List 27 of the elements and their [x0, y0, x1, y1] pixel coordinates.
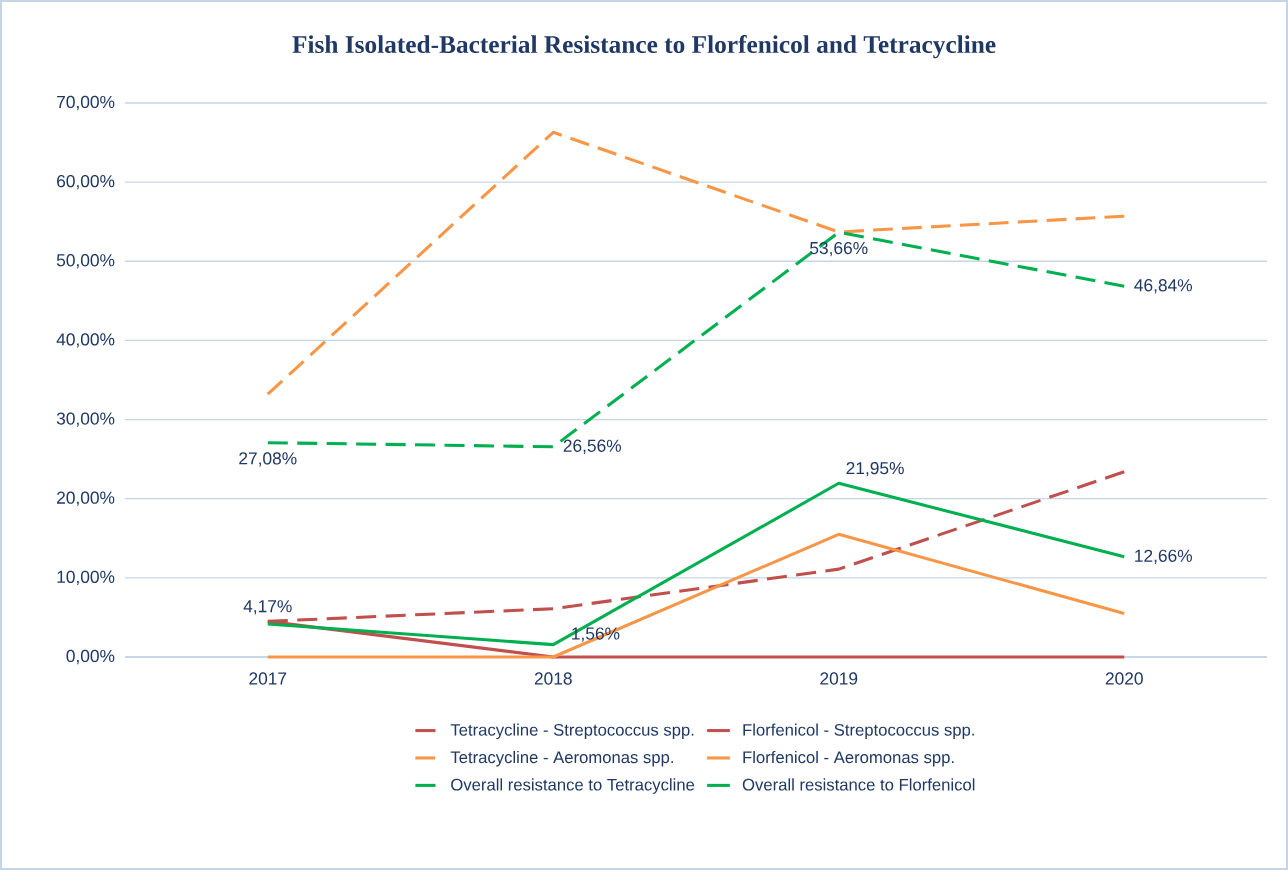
x-tick-label: 2017: [249, 672, 287, 685]
legend-label: Florfenicol - Aeromonas spp.: [743, 750, 954, 767]
y-tick-label: 60,00%: [57, 174, 115, 190]
chart-title: Fish Isolated-Bacterial Resistance to Florfenicol and Tetracycline: [292, 35, 996, 59]
x-tick-label: 2020: [1105, 672, 1143, 685]
data-label: 53,66%: [810, 241, 868, 257]
legend-label: Florfenicol - Streptococcus spp.: [743, 723, 974, 740]
data-label: 4,17%: [243, 600, 292, 615]
y-tick-label: 0,00%: [66, 649, 115, 665]
data-label: 27,08%: [239, 452, 297, 467]
x-tick-label: 2019: [820, 672, 858, 685]
legend-label: Tetracycline - Aeromonas spp.: [450, 750, 673, 767]
data-label: 12,66%: [1135, 549, 1193, 564]
line-series: [266, 130, 1126, 396]
y-tick-label: 20,00%: [57, 491, 115, 506]
data-label: 46,84%: [1134, 279, 1193, 294]
y-tick-label: 70,00%: [57, 95, 115, 111]
legend-label: Overall resistance to Tetracycline: [451, 778, 695, 794]
legend-label: Tetracycline - Streptococcus spp.: [450, 723, 694, 740]
y-tick-label: 30,00%: [56, 412, 115, 427]
x-tick-label: 2018: [534, 672, 572, 685]
y-tick-label: 50,00%: [56, 254, 115, 269]
legend-label: Overall resistance to Florfenicol: [742, 778, 975, 791]
data-label: 26,56%: [563, 439, 622, 454]
y-tick-label: 10,00%: [57, 570, 115, 585]
data-label: 21,95%: [846, 462, 904, 477]
y-tick-label: 40,00%: [56, 333, 115, 348]
